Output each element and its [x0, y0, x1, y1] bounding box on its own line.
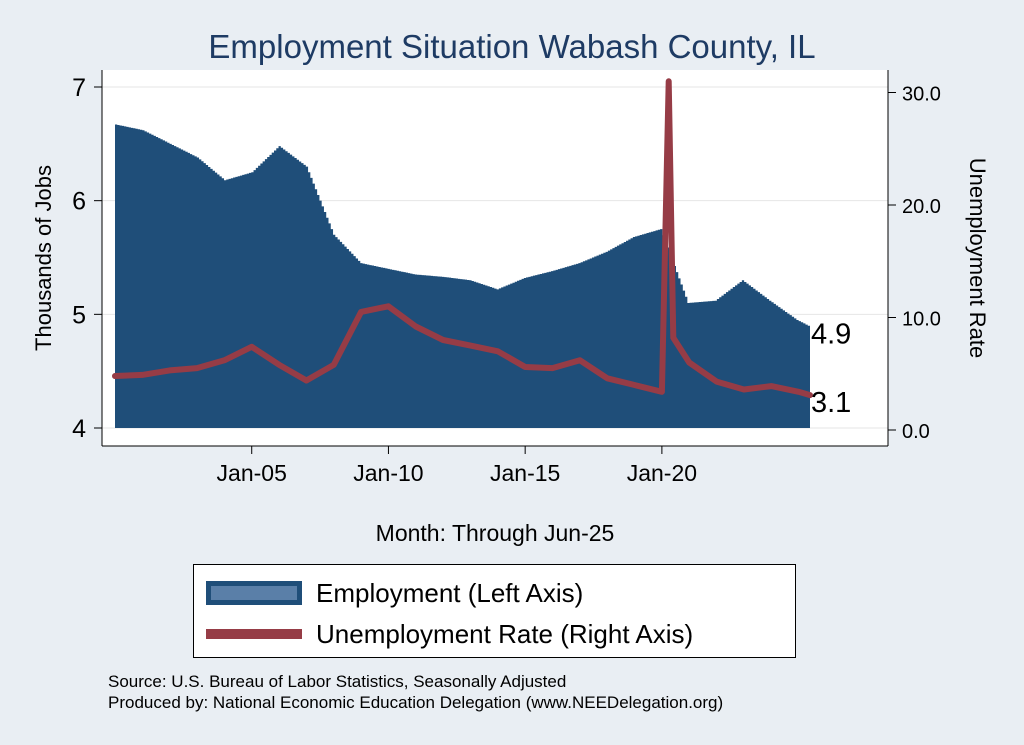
right-tick-label: 0.0	[902, 421, 930, 443]
legend-item-unemployment: Unemployment Rate (Right Axis)	[206, 614, 693, 654]
right-tick-label: 30.0	[902, 84, 941, 106]
source-note: Source: U.S. Bureau of Labor Statistics,…	[108, 671, 723, 713]
unemployment-line	[112, 78, 813, 399]
legend-item-employment: Employment (Left Axis)	[206, 573, 583, 613]
employment-end-label: 4.9	[811, 319, 851, 351]
x-tick-label: Jan-15	[490, 460, 560, 486]
x-tick-label: Jan-05	[217, 460, 287, 486]
chart-title: Employment Situation Wabash County, IL	[208, 28, 816, 65]
produced-line: Produced by: National Economic Education…	[108, 693, 724, 712]
legend-label-employment: Employment (Left Axis)	[316, 577, 584, 608]
x-tick-label: Jan-20	[627, 460, 697, 486]
left-tick-label: 6	[72, 188, 86, 216]
legend: Employment (Left Axis) Unemployment Rate…	[193, 564, 796, 658]
employment-bars	[115, 124, 810, 428]
left-axis-title: Thousands of Jobs	[31, 165, 56, 351]
right-tick-label: 20.0	[902, 196, 941, 218]
right-axis-title: Unemployment Rate	[965, 157, 990, 359]
left-tick-label: 5	[72, 301, 86, 329]
left-tick-label: 4	[72, 415, 86, 443]
legend-swatch-unemployment	[206, 629, 302, 639]
unemployment-end-label: 3.1	[811, 387, 851, 419]
right-tick-label: 10.0	[902, 309, 941, 331]
left-tick-label: 7	[72, 74, 86, 102]
legend-label-unemployment: Unemployment Rate (Right Axis)	[316, 618, 694, 649]
source-line: Source: U.S. Bureau of Labor Statistics,…	[108, 672, 567, 691]
x-tick-label: Jan-10	[353, 460, 423, 486]
legend-swatch-employment	[206, 581, 302, 605]
x-axis-title: Month: Through Jun-25	[375, 520, 615, 546]
